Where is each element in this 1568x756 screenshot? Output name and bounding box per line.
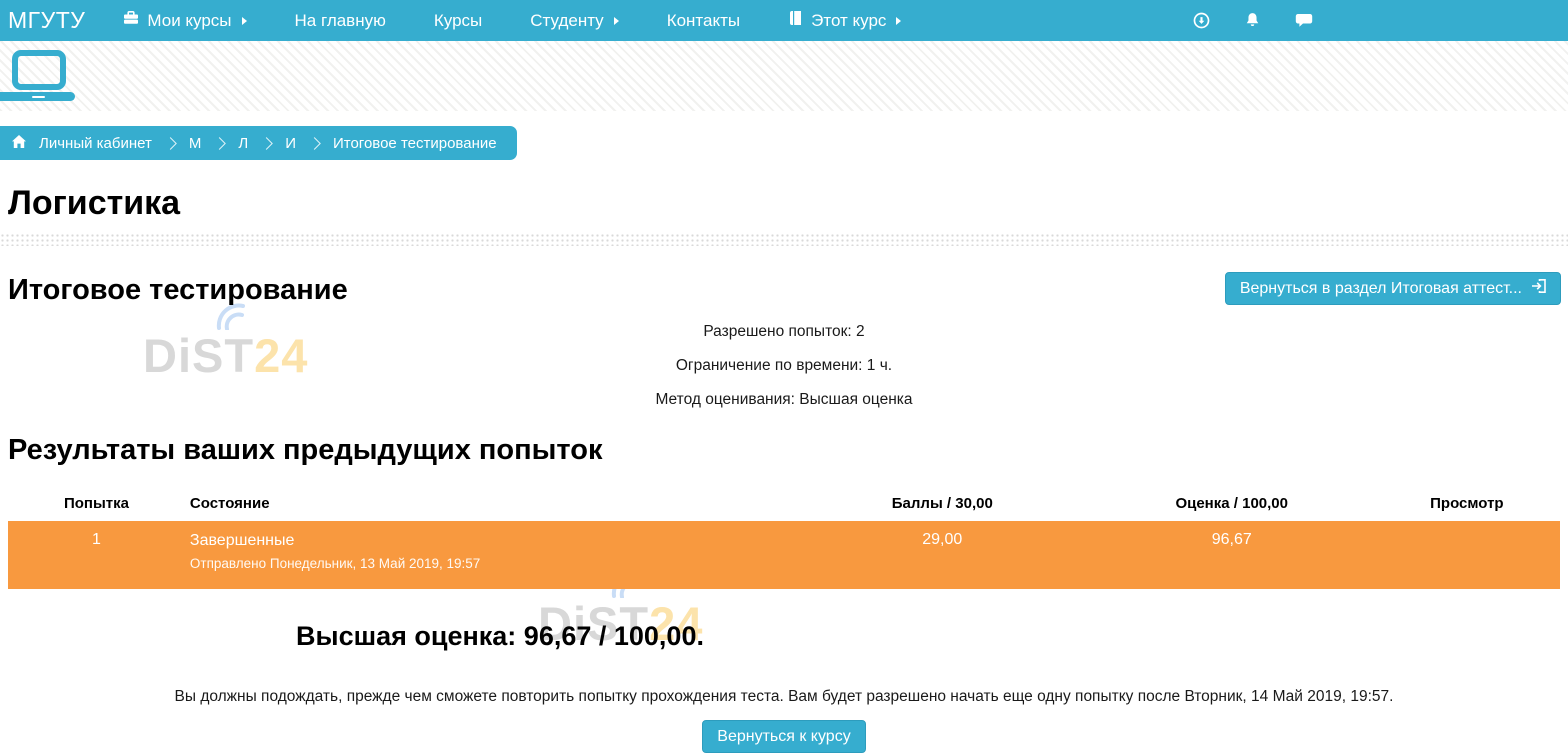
main-content: Логистика Итоговое тестирование Вернутьс… (0, 183, 1568, 753)
time-limit-text: Ограничение по времени: 1 ч. (675, 357, 893, 374)
nav-item-student[interactable]: Студенту (506, 0, 642, 41)
chevron-separator-icon (163, 136, 177, 150)
nav-item-courses[interactable]: Курсы (410, 0, 506, 41)
table-header-row: Попытка Состояние Баллы / 30,00 Оценка /… (8, 486, 1560, 521)
chevron-right-icon (613, 16, 619, 25)
nav-item-my-courses[interactable]: Мои курсы (99, 0, 270, 41)
final-grade-text: Высшая оценка: 96,67 / 100,00. (296, 621, 704, 651)
nav-item-label: Этот курс (811, 10, 887, 30)
nav-item-label: Курсы (433, 10, 483, 30)
chevron-separator-icon (308, 136, 321, 150)
quiz-info-block: Разрешено попыток: 2 Ограничение по врем… (0, 322, 1568, 410)
breadcrumb-item-current[interactable]: Итоговое тестирование (332, 134, 497, 152)
nav-item-label: Студенту (530, 10, 604, 30)
laptop-logo-icon[interactable] (0, 50, 75, 101)
col-header-grade: Оценка / 100,00 (1175, 495, 1288, 512)
book-icon (788, 10, 803, 31)
bell-icon[interactable] (1244, 12, 1261, 29)
nav-item-label: Мои курсы (147, 10, 232, 30)
attempt-grade-cell: 96,67 (1211, 531, 1252, 548)
attempt-state-cell: Завершенные Отправлено Понедельник, 13 М… (185, 521, 795, 589)
chevron-right-icon (241, 16, 247, 25)
col-header-review: Просмотр (1430, 495, 1504, 512)
breadcrumb-item-dashboard[interactable]: Личный кабинет (39, 134, 152, 152)
return-to-course-button[interactable]: Вернуться к курсу (702, 720, 866, 753)
quiz-title: Итоговое тестирование (8, 274, 348, 306)
breadcrumb: Личный кабинет М Л И Итоговое тестирован… (0, 126, 517, 160)
table-row: 1 Завершенные Отправлено Понедельник, 13… (8, 521, 1560, 589)
col-header-attempt: Попытка (63, 495, 129, 512)
nav-item-label: Контакты (666, 10, 741, 30)
attempt-review-cell (1374, 521, 1560, 589)
chat-icon[interactable] (1295, 12, 1313, 29)
navbar-right-icons (1193, 12, 1313, 29)
return-to-section-button[interactable]: Вернуться в раздел Итоговая аттест... (1224, 272, 1561, 305)
attempts-table: Попытка Состояние Баллы / 30,00 Оценка /… (8, 486, 1560, 589)
dotted-divider (0, 233, 1568, 246)
course-title: Логистика (8, 184, 181, 222)
top-navbar: МГУТУ Мои курсы На главную Курсы Студент… (0, 0, 1568, 41)
return-to-section-label: Вернуться в раздел Итоговая аттест... (1239, 279, 1522, 297)
wait-message: Вы должны подождать, прежде чем сможете … (174, 688, 1394, 705)
col-header-state: Состояние (189, 495, 270, 512)
chevron-separator-icon (213, 136, 227, 150)
breadcrumb-item-m[interactable]: М (188, 134, 202, 152)
nav-item-this-course[interactable]: Этот курс (764, 0, 925, 41)
header-band (0, 41, 1568, 111)
attempt-number-cell: 1 (92, 531, 101, 548)
grading-method-text: Метод оценивания: Высшая оценка (655, 391, 913, 408)
chevron-separator-icon (260, 136, 274, 150)
chevron-right-icon (896, 16, 902, 25)
attempt-state: Завершенные (189, 532, 295, 549)
attempt-submitted-date: Отправлено Понедельник, 13 Май 2019, 19:… (189, 556, 481, 571)
col-header-marks: Баллы / 30,00 (891, 495, 993, 512)
brand-logo[interactable]: МГУТУ (8, 7, 86, 33)
breadcrumb-item-l[interactable]: Л (238, 134, 249, 152)
attempt-marks-cell: 29,00 (922, 531, 963, 548)
nav-item-contacts[interactable]: Контакты (643, 0, 764, 41)
briefcase-icon (123, 10, 139, 31)
nav-item-home[interactable]: На главную (271, 0, 410, 41)
home-icon[interactable] (11, 134, 27, 153)
results-heading: Результаты ваших предыдущих попыток (8, 434, 603, 466)
attempts-allowed-text: Разрешено попыток: 2 (703, 323, 865, 340)
collapse-circle-icon[interactable] (1193, 12, 1210, 29)
breadcrumb-item-i[interactable]: И (285, 134, 296, 152)
nav-item-label: На главную (294, 10, 386, 30)
sign-in-arrow-icon (1531, 279, 1546, 298)
